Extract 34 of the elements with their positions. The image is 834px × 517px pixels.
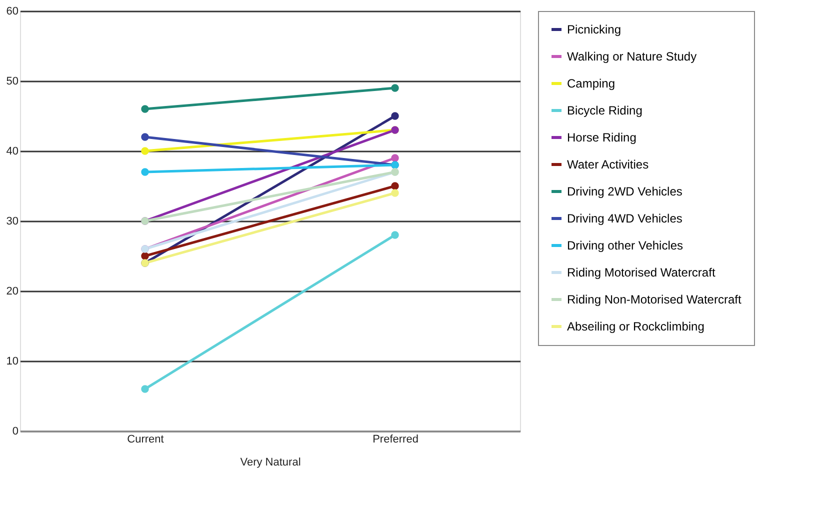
point	[141, 147, 149, 155]
point	[141, 105, 149, 113]
y-tick-label: 0	[12, 426, 18, 438]
legend-label: Horse Riding	[567, 130, 636, 144]
x-axis-title: Very Natural	[240, 456, 301, 468]
point	[141, 133, 149, 141]
y-tick-label: 40	[6, 146, 18, 158]
y-tick-label: 30	[6, 216, 18, 228]
point	[391, 154, 399, 162]
legend-label: Riding Motorised Watercraft	[567, 266, 716, 280]
legend-label: Abseiling or Rockclimbing	[567, 320, 704, 334]
y-tick-label: 20	[6, 286, 18, 298]
point	[391, 231, 399, 239]
point	[141, 252, 149, 260]
y-tick-label: 10	[6, 356, 18, 368]
x-tick-label: Preferred	[372, 434, 418, 446]
x-tick-label: Current	[127, 434, 164, 446]
legend-label: Bicycle Riding	[567, 104, 642, 118]
legend-label: Camping	[567, 76, 616, 90]
point	[391, 189, 399, 197]
point	[141, 385, 149, 393]
legend-label: Driving 4WD Vehicles	[567, 212, 682, 226]
legend-label: Picnicking	[567, 22, 622, 36]
legend-label: Riding Non-Motorised Watercraft	[567, 292, 742, 306]
y-tick-label: 50	[6, 76, 18, 88]
legend-label: Driving 2WD Vehicles	[567, 184, 682, 198]
legend-label: Driving other Vehicles	[567, 238, 684, 252]
legend-label: Water Activities	[567, 158, 649, 172]
point	[141, 168, 149, 176]
point	[391, 84, 399, 92]
point	[391, 112, 399, 120]
y-tick-label: 60	[6, 6, 18, 18]
point	[391, 182, 399, 190]
legend-label: Walking or Nature Study	[567, 50, 697, 64]
